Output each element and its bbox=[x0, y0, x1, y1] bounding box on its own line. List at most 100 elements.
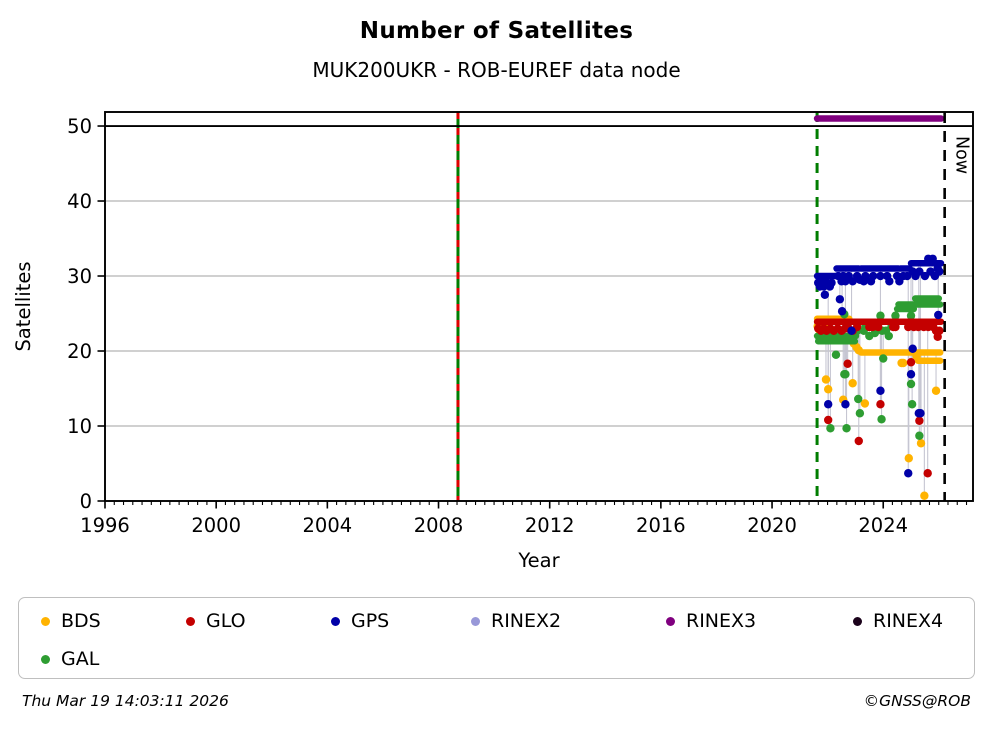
legend-item-gps: GPS bbox=[331, 607, 389, 635]
data-point bbox=[884, 331, 893, 341]
data-point bbox=[935, 267, 944, 276]
chart-legend: BDS GLO GPS RINEX2 RINEX3 RINEX4 GAL bbox=[18, 597, 975, 679]
data-point bbox=[906, 358, 916, 367]
data-point bbox=[835, 295, 845, 304]
data-point bbox=[831, 350, 841, 359]
data-point bbox=[842, 424, 851, 433]
data-point bbox=[908, 344, 917, 353]
data-point bbox=[855, 409, 865, 418]
data-point bbox=[821, 375, 831, 384]
legend-item-glo: GLO bbox=[186, 607, 246, 635]
data-point bbox=[904, 469, 913, 478]
data-point bbox=[820, 290, 830, 299]
data-point bbox=[920, 271, 930, 281]
legend-label: RINEX4 bbox=[873, 610, 944, 632]
data-point bbox=[877, 415, 886, 424]
series-gps bbox=[813, 254, 945, 478]
data-point bbox=[891, 322, 900, 332]
data-point bbox=[879, 354, 888, 363]
legend-label: RINEX2 bbox=[491, 610, 562, 632]
data-point bbox=[935, 326, 944, 335]
plot-credit: ©GNSS@ROB bbox=[863, 692, 971, 710]
series-glo bbox=[813, 318, 945, 478]
data-point bbox=[823, 385, 833, 394]
data-point bbox=[912, 352, 921, 361]
data-point bbox=[920, 491, 929, 500]
y-axis-label: Satellites bbox=[12, 261, 35, 351]
data-point bbox=[915, 416, 924, 425]
data-point bbox=[916, 409, 925, 418]
data-point bbox=[823, 415, 833, 425]
y-tick-label: 0 bbox=[80, 490, 92, 513]
legend-label: GPS bbox=[351, 610, 390, 632]
data-point bbox=[899, 358, 908, 368]
legend-marker-rinex4 bbox=[853, 616, 862, 626]
x-tick-label: 2016 bbox=[636, 514, 686, 537]
x-axis-label: Year bbox=[517, 549, 560, 572]
now-label: Now bbox=[952, 136, 972, 174]
data-point bbox=[906, 311, 916, 320]
legend-marker-bds bbox=[41, 616, 50, 626]
legend-item-gal: GAL bbox=[41, 645, 99, 673]
data-point bbox=[826, 424, 835, 433]
data-point bbox=[902, 271, 912, 281]
data-point bbox=[916, 439, 926, 448]
data-point bbox=[906, 379, 916, 389]
data-point bbox=[885, 277, 894, 286]
legend-item-rinex2: RINEX2 bbox=[471, 607, 561, 635]
data-point bbox=[854, 394, 863, 404]
data-point bbox=[860, 399, 870, 408]
plot-border bbox=[104, 111, 974, 502]
data-point bbox=[928, 254, 937, 263]
data-point bbox=[861, 271, 870, 281]
data-point bbox=[931, 386, 941, 395]
data-point bbox=[837, 307, 847, 316]
x-tick-label: 2020 bbox=[747, 514, 797, 537]
legend-marker-rinex3 bbox=[666, 616, 675, 626]
legend-label: GAL bbox=[61, 648, 100, 670]
data-point bbox=[934, 310, 943, 320]
x-tick-label: 2008 bbox=[414, 514, 464, 537]
data-point bbox=[841, 370, 850, 379]
data-point bbox=[876, 271, 885, 281]
data-point bbox=[876, 400, 885, 409]
legend-marker-rinex2 bbox=[471, 616, 480, 626]
data-point bbox=[876, 311, 885, 320]
data-point bbox=[923, 469, 932, 478]
y-tick-label: 40 bbox=[67, 190, 92, 213]
x-tick-label: 2004 bbox=[303, 514, 353, 537]
legend-label: GLO bbox=[206, 610, 246, 632]
data-point bbox=[874, 322, 883, 332]
data-point bbox=[854, 346, 863, 355]
x-tick-label: 2000 bbox=[191, 514, 241, 537]
data-point bbox=[841, 400, 850, 409]
legend-item-bds: BDS bbox=[41, 607, 101, 635]
legend-item-rinex4: RINEX4 bbox=[853, 607, 943, 635]
x-tick-label: 1996 bbox=[80, 514, 130, 537]
chart-subtitle: MUK200UKR - ROB-EUREF data node bbox=[312, 58, 681, 82]
data-point bbox=[847, 326, 856, 335]
y-tick-label: 20 bbox=[67, 340, 92, 363]
y-tick-label: 50 bbox=[67, 115, 92, 138]
data-point bbox=[843, 359, 852, 368]
data-point bbox=[906, 370, 916, 379]
x-tick-label: 2012 bbox=[525, 514, 575, 537]
data-point bbox=[904, 454, 913, 463]
data-point bbox=[827, 278, 836, 287]
data-point bbox=[891, 311, 900, 320]
legend-marker-gps bbox=[331, 616, 340, 626]
legend-marker-gal bbox=[41, 654, 50, 664]
data-point bbox=[915, 431, 924, 440]
legend-item-rinex3: RINEX3 bbox=[666, 607, 756, 635]
data-point bbox=[907, 400, 917, 409]
y-tick-label: 30 bbox=[67, 265, 92, 288]
data-point bbox=[848, 379, 857, 388]
legend-label: RINEX3 bbox=[686, 610, 757, 632]
legend-label: BDS bbox=[61, 610, 101, 632]
data-point bbox=[915, 267, 924, 276]
chart-title: Number of Satellites bbox=[359, 18, 634, 44]
x-tick-label: 2024 bbox=[858, 514, 908, 537]
data-point bbox=[854, 436, 863, 446]
data-point bbox=[823, 400, 833, 409]
data-point bbox=[869, 271, 878, 281]
